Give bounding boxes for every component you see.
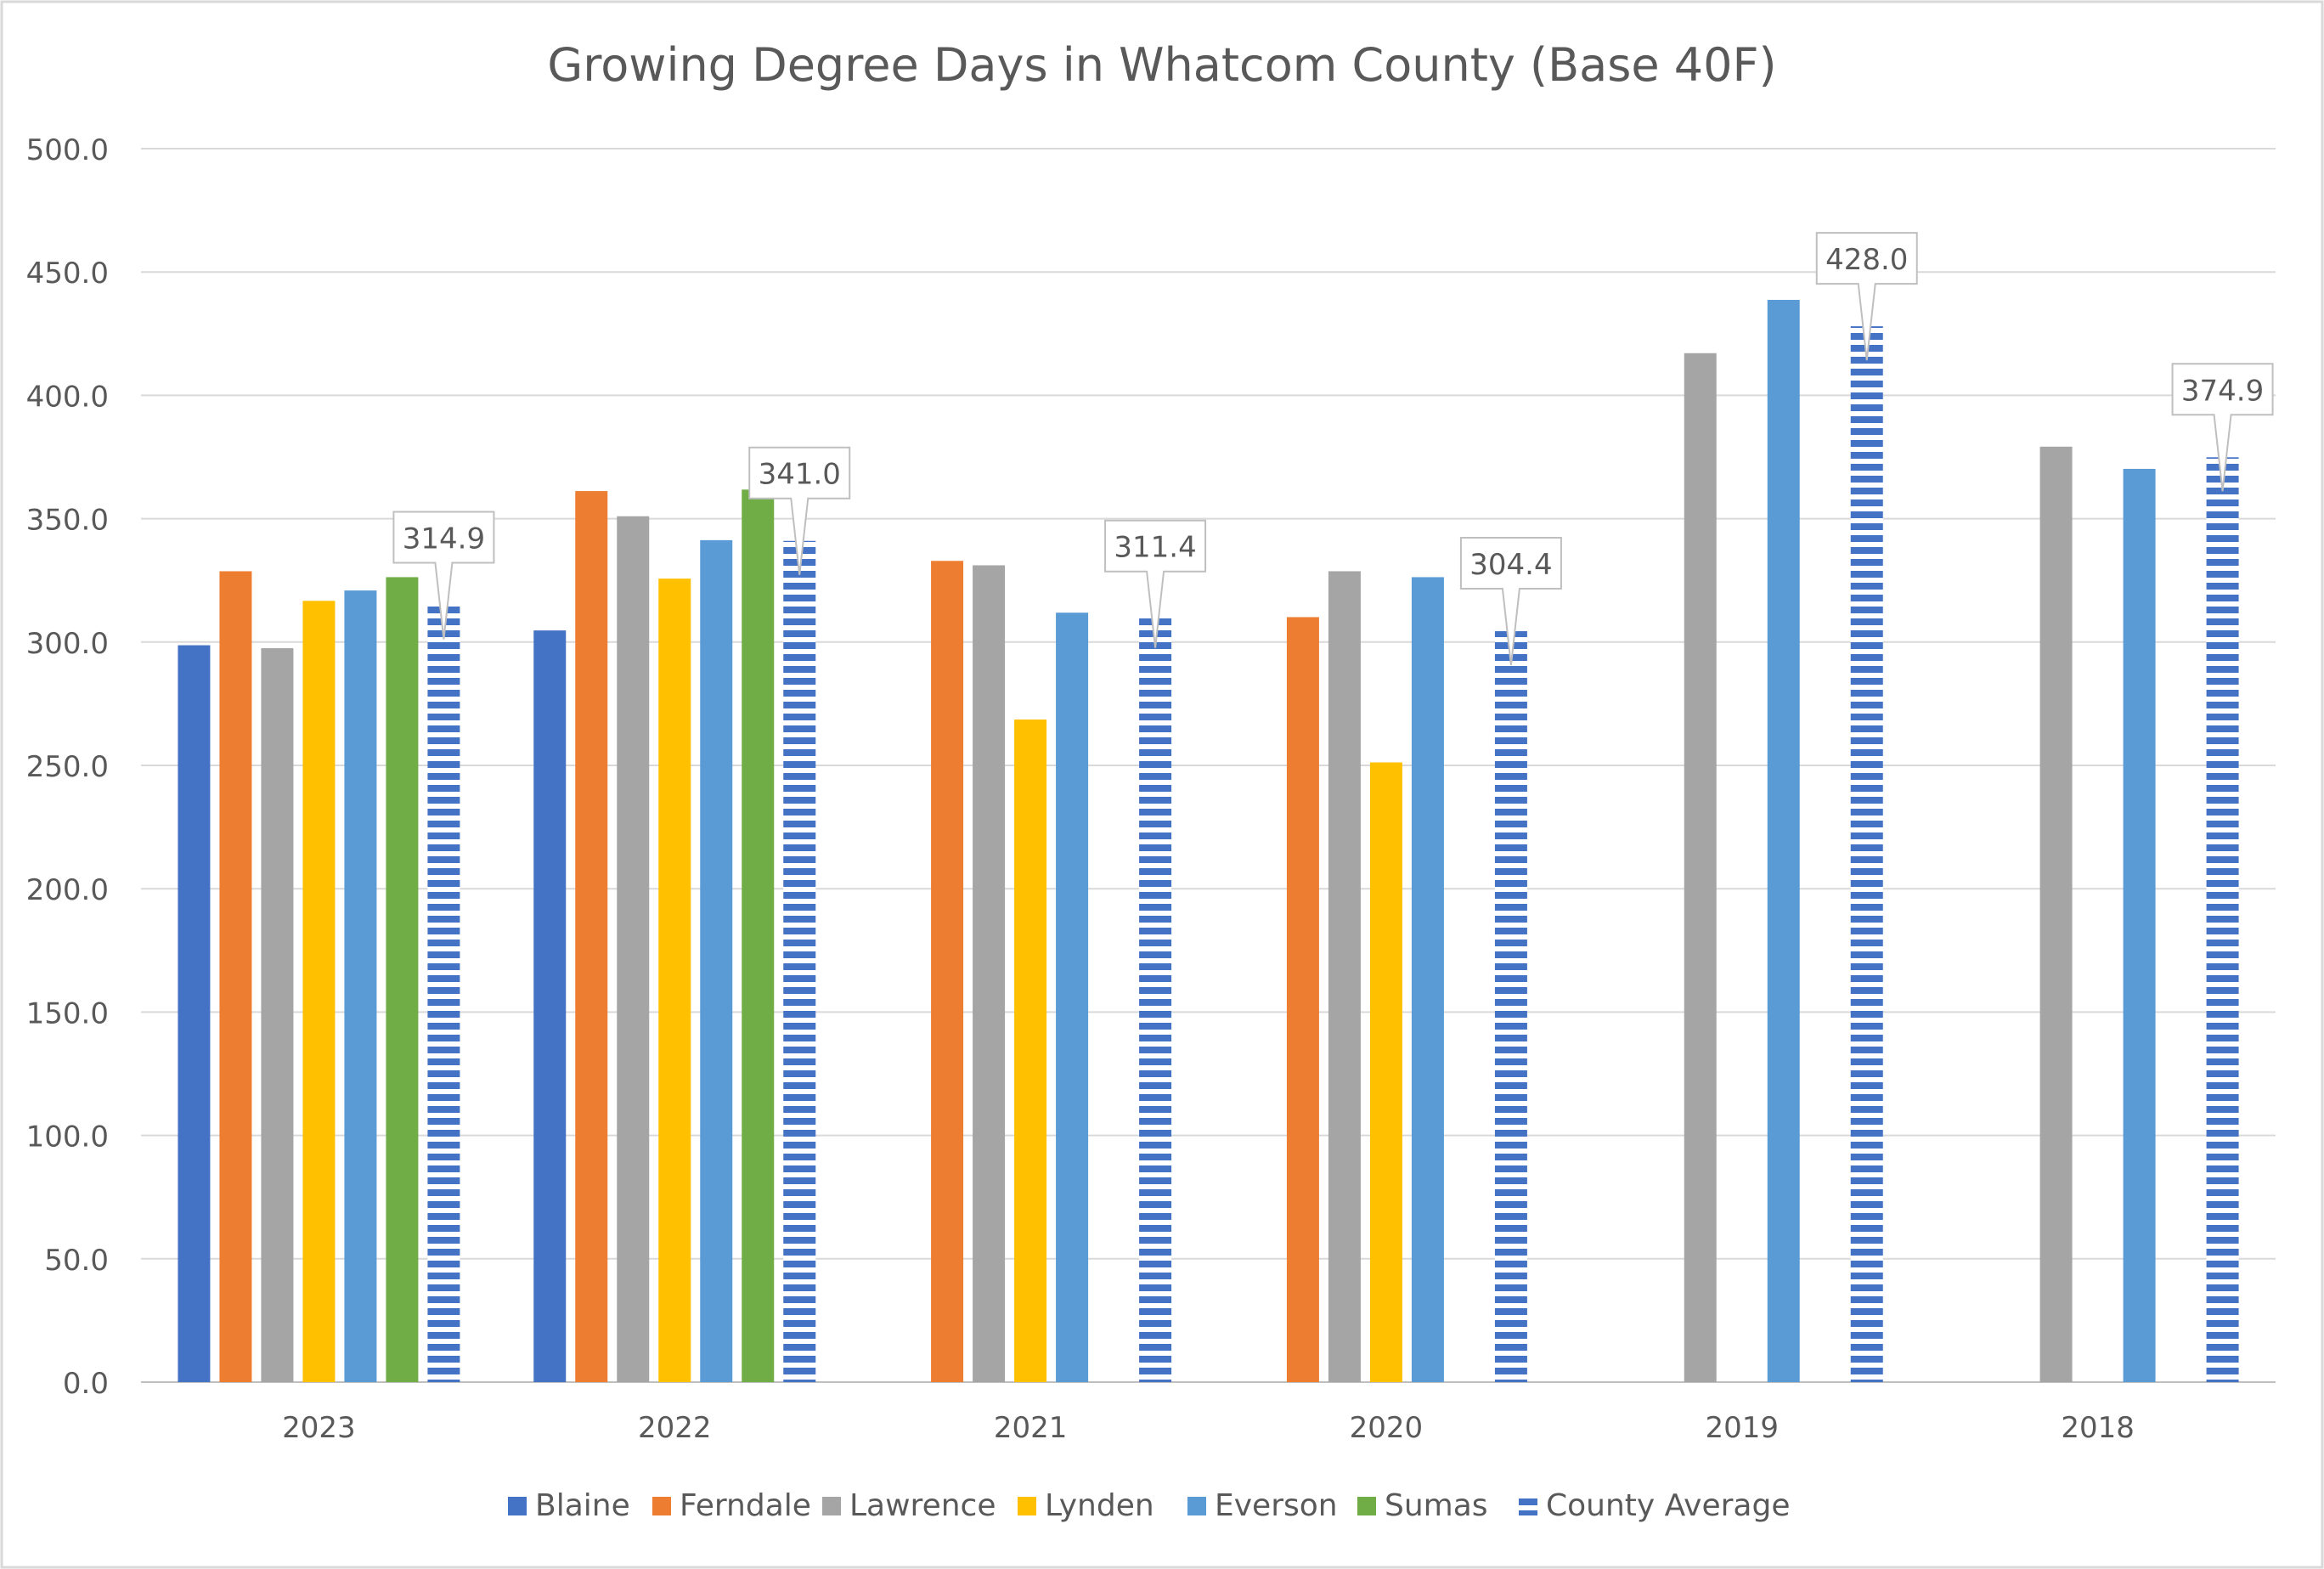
legend-item: Ferndale bbox=[652, 1488, 811, 1523]
y-tick-label: 50.0 bbox=[44, 1244, 109, 1278]
data-label: 428.0 bbox=[1825, 243, 1908, 277]
bar-everson bbox=[2123, 468, 2156, 1382]
bar-county-average bbox=[1850, 326, 1883, 1382]
y-tick-label: 400.0 bbox=[26, 380, 109, 414]
legend-swatch bbox=[652, 1497, 671, 1515]
bar-county-average bbox=[1139, 613, 1172, 1382]
bar-county-average bbox=[427, 605, 460, 1382]
y-tick-label: 150.0 bbox=[26, 996, 109, 1030]
legend-swatch bbox=[1519, 1497, 1537, 1515]
bar-ferndale bbox=[931, 561, 964, 1382]
bar-lynden bbox=[1369, 762, 1402, 1382]
bar-county-average bbox=[1494, 631, 1527, 1382]
bar-county-average bbox=[2206, 457, 2239, 1382]
legend-swatch bbox=[1018, 1497, 1036, 1515]
y-tick-label: 0.0 bbox=[63, 1367, 109, 1401]
y-tick-label: 250.0 bbox=[26, 750, 109, 784]
legend-label: Ferndale bbox=[680, 1488, 811, 1523]
y-tick-label: 100.0 bbox=[26, 1120, 109, 1154]
bar-lynden bbox=[658, 578, 691, 1382]
data-label-callout bbox=[1459, 537, 1562, 666]
bar-county-average bbox=[783, 540, 816, 1382]
y-tick-label: 300.0 bbox=[26, 627, 109, 661]
data-label: 314.9 bbox=[403, 522, 485, 556]
data-label: 374.9 bbox=[2181, 374, 2264, 408]
bar-lynden bbox=[1014, 719, 1047, 1382]
bar-ferndale bbox=[1286, 617, 1319, 1382]
y-tick-label: 350.0 bbox=[26, 504, 109, 538]
y-tick-label: 200.0 bbox=[26, 873, 109, 907]
x-tick-label: 2021 bbox=[994, 1411, 1068, 1445]
x-tick-label: 2020 bbox=[1350, 1411, 1424, 1445]
legend-label: Lynden bbox=[1045, 1488, 1154, 1523]
legend-swatch bbox=[508, 1497, 527, 1515]
data-label-callout bbox=[1104, 519, 1207, 648]
legend-item: Lynden bbox=[1018, 1488, 1154, 1523]
y-tick-label: 500.0 bbox=[26, 133, 109, 167]
bar-lawrence bbox=[1684, 353, 1717, 1383]
x-tick-label: 2018 bbox=[2061, 1411, 2135, 1445]
chart-title: Growing Degree Days in Whatcom County (B… bbox=[547, 38, 1776, 92]
bar-everson bbox=[1411, 577, 1444, 1382]
legend-item: Blaine bbox=[508, 1488, 630, 1523]
bar-blaine bbox=[533, 630, 567, 1382]
bar-ferndale bbox=[575, 491, 608, 1382]
bar-ferndale bbox=[219, 571, 252, 1382]
bar-blaine bbox=[178, 645, 211, 1382]
bar-everson bbox=[344, 590, 377, 1382]
legend-label: Sumas bbox=[1385, 1488, 1488, 1523]
data-label: 341.0 bbox=[759, 458, 841, 492]
legend-label: Lawrence bbox=[849, 1488, 996, 1523]
legend-label: Blaine bbox=[535, 1488, 630, 1523]
y-tick-label: 450.0 bbox=[26, 257, 109, 291]
x-tick-label: 2019 bbox=[1705, 1411, 1779, 1445]
data-label-callout bbox=[392, 511, 495, 640]
bar-lynden bbox=[302, 601, 336, 1382]
legend-item: Lawrence bbox=[822, 1488, 996, 1523]
bar-everson bbox=[1767, 300, 1800, 1383]
data-label: 304.4 bbox=[1469, 548, 1552, 582]
bar-lawrence bbox=[261, 648, 294, 1382]
x-tick-label: 2022 bbox=[638, 1411, 712, 1445]
legend-item: County Average bbox=[1519, 1488, 1791, 1523]
data-label: 311.4 bbox=[1114, 531, 1196, 565]
legend-swatch bbox=[1357, 1497, 1376, 1515]
legend-item: Sumas bbox=[1357, 1488, 1488, 1523]
legend-item: Everson bbox=[1187, 1488, 1338, 1523]
data-label-callout bbox=[2171, 363, 2274, 492]
bar-lawrence bbox=[617, 516, 650, 1382]
legend-label: Everson bbox=[1215, 1488, 1338, 1523]
bar-lawrence bbox=[973, 565, 1006, 1382]
bar-sumas bbox=[742, 489, 775, 1383]
bar-everson bbox=[700, 539, 733, 1382]
data-label-callout bbox=[1815, 232, 1918, 361]
legend-label: County Average bbox=[1546, 1488, 1791, 1523]
x-tick-label: 2023 bbox=[282, 1411, 356, 1445]
legend-swatch bbox=[822, 1497, 841, 1515]
data-label-callout bbox=[748, 446, 851, 575]
bar-everson bbox=[1056, 612, 1089, 1382]
bar-sumas bbox=[386, 577, 419, 1382]
legend-swatch bbox=[1187, 1497, 1206, 1515]
bar-lawrence bbox=[1328, 571, 1361, 1382]
bar-lawrence bbox=[2039, 446, 2073, 1382]
